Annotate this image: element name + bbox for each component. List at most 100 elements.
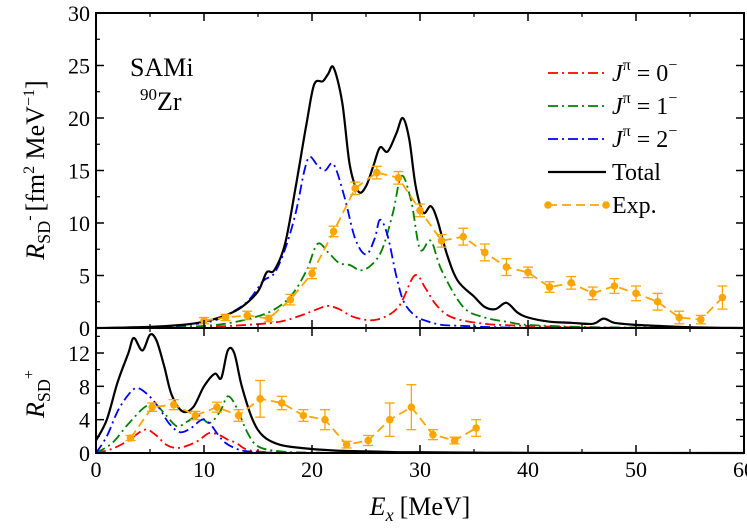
legend-label-sup: π [623, 57, 631, 74]
legend-marker-exp [544, 201, 552, 209]
top-series-line-total [95, 65, 745, 330]
legend-label-eq: = 1 [631, 94, 669, 120]
legend-label-j2: Jπ = 2− [612, 123, 677, 153]
top-exp-point [265, 314, 273, 323]
bottom-exp-point [126, 434, 135, 442]
xtick-label-30: 30 [409, 457, 431, 482]
legend-label-parity: − [668, 90, 677, 107]
xtick-label-50: 50 [625, 457, 647, 482]
top-exp-point [567, 279, 575, 287]
top-exp-point [524, 268, 532, 277]
bottom-series-line-j1 [95, 395, 744, 454]
bottom-ylabel-sub: SD [34, 379, 54, 402]
bottom-exp-point [191, 411, 200, 420]
bottom-exp-point [234, 411, 243, 420]
xlabel-main: E [369, 492, 386, 521]
top-exp-point [675, 313, 683, 322]
top-exp-point [632, 289, 640, 298]
top-exp-point [308, 269, 316, 278]
bottom-exp-point [148, 403, 156, 411]
top-exp-point [718, 293, 727, 302]
top-ytick-label-20: 20 [68, 106, 90, 131]
legend-label-total: Total [612, 160, 661, 186]
top-exp-point [416, 206, 424, 215]
legend-label-j0: Jπ = 0− [612, 57, 677, 87]
xlabel-sub: x [385, 505, 394, 525]
xtick-label-40: 40 [517, 457, 539, 482]
legend-marker-exp [602, 201, 610, 209]
annotation-element: Zr [157, 87, 182, 116]
bottom-ytick-label-12: 12 [68, 341, 90, 366]
x-axis-label: Ex [MeV] [369, 492, 471, 525]
bottom-exp-point [450, 436, 459, 445]
top-y-axis-label: RSD- [fm2 MeV−1] [21, 80, 54, 260]
top-exp-point [697, 315, 705, 324]
top-ytick-label-15: 15 [68, 159, 90, 184]
bottom-exp-point [472, 424, 480, 432]
top-exp-point [610, 282, 619, 290]
legend-label-sup: π [623, 90, 631, 107]
annotation-isotope: 90 [140, 85, 157, 104]
bottom-exp-point [407, 403, 416, 411]
top-exp-point [459, 232, 468, 241]
bottom-exp-point [256, 395, 264, 403]
xtick-label-10: 10 [193, 457, 215, 482]
bottom-plot-frame [95, 327, 745, 454]
top-exp-point [373, 168, 381, 177]
legend-label-parity: − [668, 123, 677, 140]
top-series-line-j2 [95, 155, 744, 329]
top-ytick-label-10: 10 [68, 211, 90, 236]
xtick-label-60: 60 [733, 457, 747, 482]
bottom-ylabel-sup: + [21, 370, 38, 379]
legend-label-symbol: J [612, 61, 624, 87]
xlabel-unit: [MeV] [400, 492, 471, 521]
legend-label-symbol: J [612, 94, 624, 120]
bottom-exp-point [385, 415, 394, 424]
xtick-label-0: 0 [91, 457, 102, 482]
bottom-ylabel-main: R [21, 402, 50, 419]
top-ylabel-sup: - [21, 215, 38, 220]
legend-label-exp: Exp. [612, 193, 657, 219]
legend-label-eq: = 2 [631, 127, 669, 153]
top-ylabel-unit2: MeV [21, 106, 50, 166]
bottom-exp-point [299, 411, 308, 420]
top-exp-point [286, 295, 295, 304]
top-exp-point [481, 248, 489, 257]
bottom-ytick-label-0: 0 [79, 441, 90, 466]
bottom-exp-point [429, 430, 437, 439]
top-ylabel-unit: [fm [21, 174, 50, 212]
top-exp-point [351, 184, 360, 193]
bottom-series-layer [95, 333, 745, 455]
bottom-x-ticks: 0 10 20 30 40 50 60 [91, 328, 747, 482]
top-ylabel-sub: SD [34, 221, 54, 244]
legend-label-symbol: J [612, 127, 624, 153]
bottom-series-line-j2 [95, 387, 744, 454]
top-y-ticks: 0 5 10 15 20 25 30 [68, 1, 744, 341]
bottom-ytick-label-4: 4 [79, 408, 90, 433]
top-ytick-label-25: 25 [68, 54, 90, 79]
top-exp-point [545, 283, 554, 291]
legend-label-parity: − [668, 57, 677, 74]
bottom-y-axis-label: RSD+ [21, 370, 54, 419]
top-exp-point [589, 289, 597, 298]
top-ylabel-close: ] [21, 80, 50, 89]
bottom-exp-point [364, 436, 372, 445]
bottom-ytick-label-8: 8 [79, 374, 90, 399]
annotation-nucleus: 90Zr [140, 85, 182, 116]
top-ytick-label-0: 0 [79, 316, 90, 341]
top-series-layer [95, 65, 745, 330]
top-exp-point [653, 297, 662, 306]
annotation-model: SAMi [130, 53, 194, 82]
top-ylabel-main: R [21, 244, 50, 261]
top-ytick-label-5: 5 [79, 264, 90, 289]
top-series-line-j1 [95, 174, 745, 329]
top-ylabel-unit2-sup: −1 [21, 89, 38, 106]
top-ylabel-unit-sup: 2 [21, 166, 38, 174]
top-exp-point [502, 263, 511, 271]
bottom-exp-point [169, 400, 178, 409]
bottom-exp-point [277, 399, 286, 407]
legend-label-eq: = 0 [631, 61, 669, 87]
